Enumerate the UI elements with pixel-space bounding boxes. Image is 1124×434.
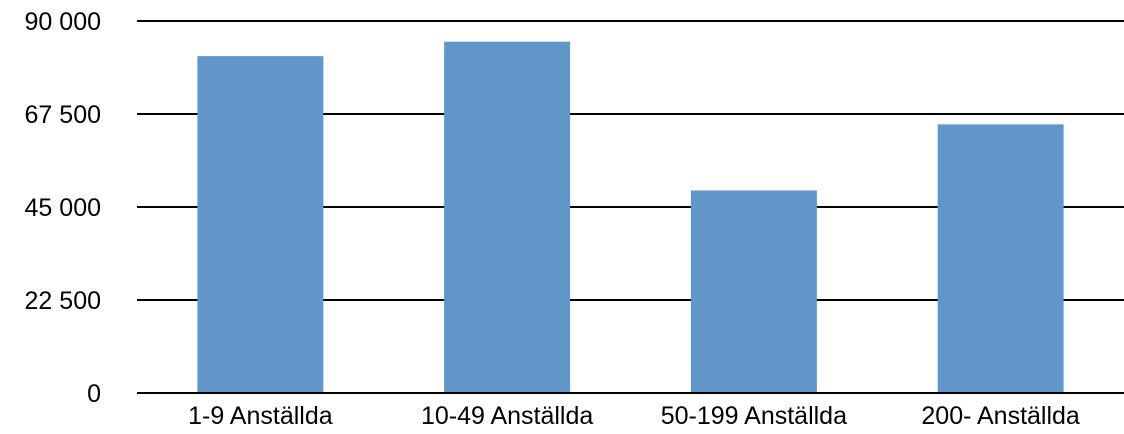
y-tick-label: 22 500 [25,287,101,315]
x-category-label: 50-199 Anställda [661,402,847,430]
x-category-label: 200- Anställda [921,402,1080,430]
x-category-label: 1-9 Anställda [188,402,333,430]
y-axis-tick-labels: 0 22 500 45 000 67 500 90 000 [25,8,101,408]
y-tick-label: 0 [87,380,101,408]
y-tick-label: 45 000 [25,194,101,222]
bar [197,56,324,394]
x-category-label: 10-49 Anställda [421,402,593,430]
bar [444,41,571,394]
x-axis-category-labels: 1-9 Anställda 10-49 Anställda 50-199 Anstä… [188,402,1080,430]
bar [937,124,1064,393]
y-tick-label: 90 000 [25,8,101,36]
y-tick-label: 67 500 [25,101,101,129]
bars [137,41,1124,394]
bar [690,190,817,393]
